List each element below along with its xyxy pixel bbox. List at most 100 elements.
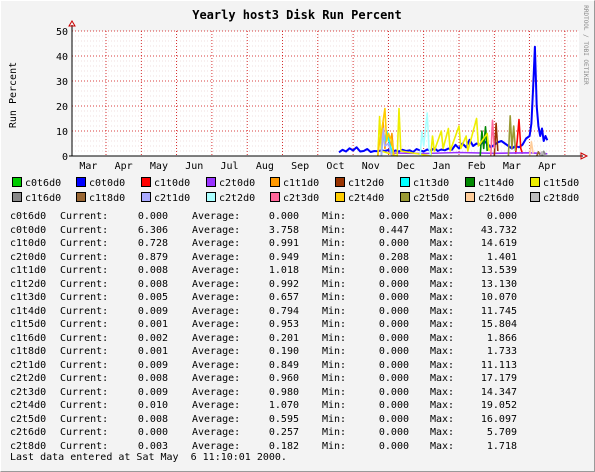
series-c2t4d0 [377, 107, 395, 157]
legend: c0t6d0 c0t0d0 c1t0d0 c2t0d0 c1t1d0 c1t2d0 c1t3… [0, 175, 595, 209]
legend-item: c2t8d0 [530, 192, 579, 206]
legend-swatch [335, 192, 345, 202]
min-label: Min: [322, 251, 347, 263]
max-label: Max: [430, 211, 455, 222]
min-value: 0.000 [378, 319, 409, 330]
max-label: Max: [430, 305, 455, 317]
min-value: 0.447 [378, 224, 409, 236]
max-value: 14.619 [480, 238, 517, 249]
stats-row: c1t5d0 Current: 0.001 Average: 0.953 Min: 0.00… [0, 318, 595, 332]
last-update-text: Last data entered at Sat May 6 11:10:01 … [10, 452, 287, 463]
min-label: Min: [322, 440, 347, 452]
average-label: Average: [192, 224, 241, 236]
legend-swatch [76, 192, 86, 202]
min-value: 0.000 [378, 440, 409, 452]
current-label: Current: [60, 224, 109, 236]
current-value: 6.306 [137, 224, 168, 236]
plot-area [72, 31, 579, 156]
min-value: 0.000 [378, 305, 409, 317]
current-value: 0.008 [137, 265, 168, 276]
current-value: 0.010 [137, 400, 168, 411]
legend-item: c0t6d0 [12, 177, 61, 191]
average-value: 0.980 [268, 386, 299, 398]
stats-row: c1t4d0 Current: 0.009 Average: 0.794 Min: 0.00… [0, 305, 595, 319]
y-axis-arrow [68, 20, 76, 27]
x-tick-label: Apr [538, 161, 556, 172]
legend-label: c0t6d0 [25, 178, 62, 189]
average-label: Average: [192, 292, 241, 303]
average-label: Average: [192, 238, 241, 249]
legend-label: c1t2d0 [348, 178, 385, 189]
average-label: Average: [192, 278, 241, 290]
tick-labels: 0 10 20 30 40 50 Mar Apr May Jun Jul Aug Sep Oct Nov De… [56, 27, 556, 172]
max-label: Max: [430, 346, 455, 357]
max-value: 11.745 [480, 305, 517, 317]
legend-swatch [206, 192, 216, 202]
legend-swatch [76, 177, 86, 187]
max-value: 13.130 [480, 278, 517, 290]
current-value: 0.008 [137, 373, 168, 384]
min-label: Min: [322, 346, 347, 357]
max-value: 1.718 [486, 440, 517, 452]
stats-row: c2t8d0 Current: 0.003 Average: 0.182 Min: 0.00… [0, 440, 595, 454]
current-value: 0.009 [137, 359, 168, 371]
series-c1t0d0 [514, 118, 524, 155]
stats-row: c2t1d0 Current: 0.009 Average: 0.849 Min: 0.00… [0, 359, 595, 373]
current-label: Current: [60, 251, 109, 263]
legend-swatch [141, 192, 151, 202]
stat-name: c1t3d0 [10, 292, 47, 303]
current-value: 0.008 [137, 413, 168, 425]
min-value: 0.000 [378, 373, 409, 384]
legend-item: c2t0d0 [206, 177, 255, 191]
current-label: Current: [60, 265, 109, 276]
legend-item: c1t6d0 [12, 192, 61, 206]
average-label: Average: [192, 265, 241, 276]
legend-label: c2t1d0 [154, 193, 191, 204]
current-label: Current: [60, 292, 109, 303]
legend-item: c1t0d0 [141, 177, 190, 191]
current-value: 0.005 [137, 292, 168, 303]
min-value: 0.000 [378, 265, 409, 276]
x-tick-label: Jan [432, 161, 450, 172]
stat-name: c1t5d0 [10, 319, 47, 330]
current-value: 0.879 [137, 251, 168, 263]
series-c1t2d0 [493, 122, 499, 157]
min-label: Min: [322, 332, 347, 344]
current-label: Current: [60, 319, 109, 330]
min-label: Min: [322, 224, 347, 236]
series-c2t5d0 [507, 115, 517, 157]
min-label: Min: [322, 400, 347, 411]
max-value: 1.866 [486, 332, 517, 344]
stats-row: c2t6d0 Current: 0.000 Average: 0.257 Min: 0.00… [0, 426, 595, 440]
max-value: 16.097 [480, 413, 517, 425]
axes [68, 20, 589, 160]
legend-label: c1t8d0 [89, 193, 126, 204]
legend-swatch [12, 177, 22, 187]
min-value: 0.208 [378, 251, 409, 263]
min-label: Min: [322, 359, 347, 371]
max-value: 17.179 [480, 373, 517, 384]
min-label: Min: [322, 305, 347, 317]
series-c0t0d0 [338, 45, 549, 154]
average-label: Average: [192, 373, 241, 384]
stat-name: c2t3d0 [10, 386, 47, 398]
x-tick-label: Sep [291, 161, 309, 172]
legend-item: c1t8d0 [76, 192, 125, 206]
legend-item: c0t0d0 [76, 177, 125, 191]
stat-name: c2t2d0 [10, 373, 47, 384]
stats-row: c2t5d0 Current: 0.008 Average: 0.595 Min: 0.00… [0, 413, 595, 427]
current-value: 0.002 [137, 332, 168, 344]
min-label: Min: [322, 319, 347, 330]
legend-item: c2t4d0 [335, 192, 384, 206]
disk-run-chart: Yearly host3 Disk Run Percent Run Percen… [8, 5, 589, 172]
min-label: Min: [322, 386, 347, 398]
current-label: Current: [60, 211, 109, 222]
stats-row: c1t2d0 Current: 0.008 Average: 0.992 Min: 0.00… [0, 278, 595, 292]
watermark: RRDTOOL / TOBI OETIKER [582, 5, 589, 85]
average-label: Average: [192, 319, 241, 330]
min-value: 0.000 [378, 238, 409, 249]
stat-name: c0t6d0 [10, 211, 47, 222]
average-label: Average: [192, 400, 241, 411]
stat-name: c1t8d0 [10, 346, 47, 357]
stat-name: c2t5d0 [10, 413, 47, 425]
